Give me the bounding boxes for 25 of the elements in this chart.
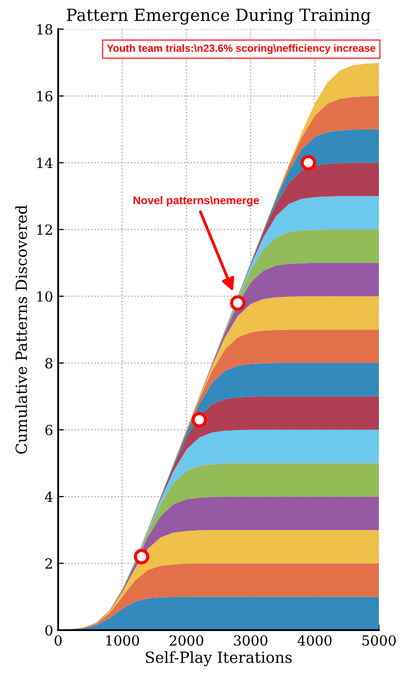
x-tick-label: 3000 [234, 635, 268, 646]
y-tick-label: 8 [45, 358, 52, 369]
y-tick-label: 10 [37, 291, 52, 302]
x-tick-label: 1000 [106, 635, 140, 646]
point [192, 412, 208, 428]
x-axis-title: Self-Play Iterations [146, 651, 292, 666]
y-tick-label: 18 [37, 24, 52, 35]
point [134, 548, 150, 564]
annotation: Youth team trials:\n23.6% scoring\nefficiency increase [106, 44, 376, 54]
y-tick-label: 0 [45, 625, 52, 636]
y-axis-title: Cumulative Patterns Discovered [15, 205, 28, 454]
y-tick-label: 14 [37, 158, 53, 168]
y-tick-label: 6 [45, 424, 52, 436]
annotation: Novel patterns\nemerge [134, 196, 260, 206]
x-tick-label: 0 [54, 635, 62, 646]
x-tick-label: 5000 [362, 635, 396, 646]
chart-title: Pattern Emergence During Training [66, 8, 371, 25]
x-tick-label: 2000 [170, 635, 204, 646]
point [230, 295, 246, 311]
y-tick-label: 4 [44, 492, 53, 502]
y-tick-label: 12 [37, 224, 52, 235]
point [300, 154, 316, 170]
y-tick-label: 16 [37, 90, 52, 102]
y-tick-label: 2 [45, 558, 52, 569]
x-tick-label: 4000 [298, 635, 332, 646]
